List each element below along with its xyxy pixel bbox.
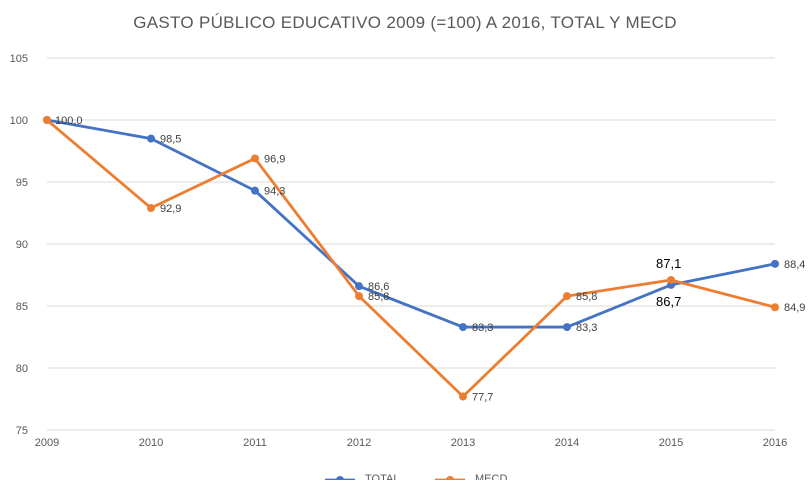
- x-axis-ticks: 2009 2010 2011 2012 2013 2014 2015 2016: [35, 437, 787, 449]
- x-tick-label: 2012: [347, 437, 371, 449]
- x-tick-label: 2014: [555, 437, 579, 449]
- chart-title: GASTO PÚBLICO EDUCATIVO 2009 (=100) A 20…: [133, 13, 677, 32]
- data-point: [771, 259, 779, 268]
- data-point: [43, 116, 51, 124]
- data-point: [355, 292, 363, 301]
- series-lines: [43, 116, 779, 401]
- y-tick-label: 95: [16, 177, 28, 189]
- data-label: 85,8: [368, 291, 389, 303]
- data-label: 88,4: [784, 259, 805, 271]
- data-label: 92,9: [160, 203, 181, 215]
- data-labels: 100,0 98,5 94,3 86,6 83,3 83,3 86,7 88,4 92,9 96,…: [55, 115, 805, 404]
- legend-marker: [446, 476, 454, 480]
- data-label: 96,9: [264, 153, 285, 165]
- data-label: 87,1: [656, 256, 681, 271]
- x-tick-label: 2010: [139, 437, 163, 449]
- data-label: 86,6: [368, 281, 389, 293]
- x-tick-label: 2015: [659, 437, 683, 449]
- y-tick-label: 105: [10, 53, 28, 65]
- y-tick-label: 75: [16, 425, 28, 437]
- data-label: 77,7: [472, 392, 493, 404]
- data-label: 100,0: [55, 115, 83, 127]
- x-tick-label: 2011: [243, 437, 267, 449]
- legend-marker: [336, 476, 344, 480]
- x-tick-label: 2009: [35, 437, 59, 449]
- data-label: 84,9: [784, 302, 805, 314]
- legend-label: TOTAL: [365, 473, 399, 480]
- data-point: [667, 275, 675, 284]
- data-point: [251, 154, 259, 163]
- data-point: [147, 134, 155, 143]
- data-label: 83,3: [472, 322, 493, 334]
- data-point: [563, 323, 571, 332]
- data-point: [459, 323, 467, 332]
- data-point: [771, 303, 779, 312]
- data-label: 98,5: [160, 134, 181, 146]
- x-tick-label: 2016: [763, 437, 787, 449]
- y-tick-label: 90: [16, 239, 28, 251]
- y-tick-label: 100: [10, 115, 28, 127]
- data-point: [355, 282, 363, 291]
- y-tick-label: 85: [16, 301, 28, 313]
- gridlines: [47, 57, 775, 431]
- series-line-mecd: [46, 118, 776, 398]
- data-point: [563, 292, 571, 301]
- data-point: [147, 204, 155, 213]
- data-label: 83,3: [576, 322, 597, 334]
- legend-label: MECD: [475, 473, 507, 480]
- y-axis-ticks: 75 80 85 90 95 100 105: [10, 53, 28, 437]
- x-tick-label: 2013: [451, 437, 475, 449]
- y-tick-label: 80: [16, 363, 28, 375]
- data-point: [251, 186, 259, 195]
- data-label: 85,8: [576, 291, 597, 303]
- legend: TOTAL MECD: [325, 473, 507, 480]
- data-label: 86,7: [656, 294, 681, 309]
- data-point: [459, 392, 467, 401]
- series-line-total: [46, 118, 776, 329]
- data-label: 94,3: [264, 186, 285, 198]
